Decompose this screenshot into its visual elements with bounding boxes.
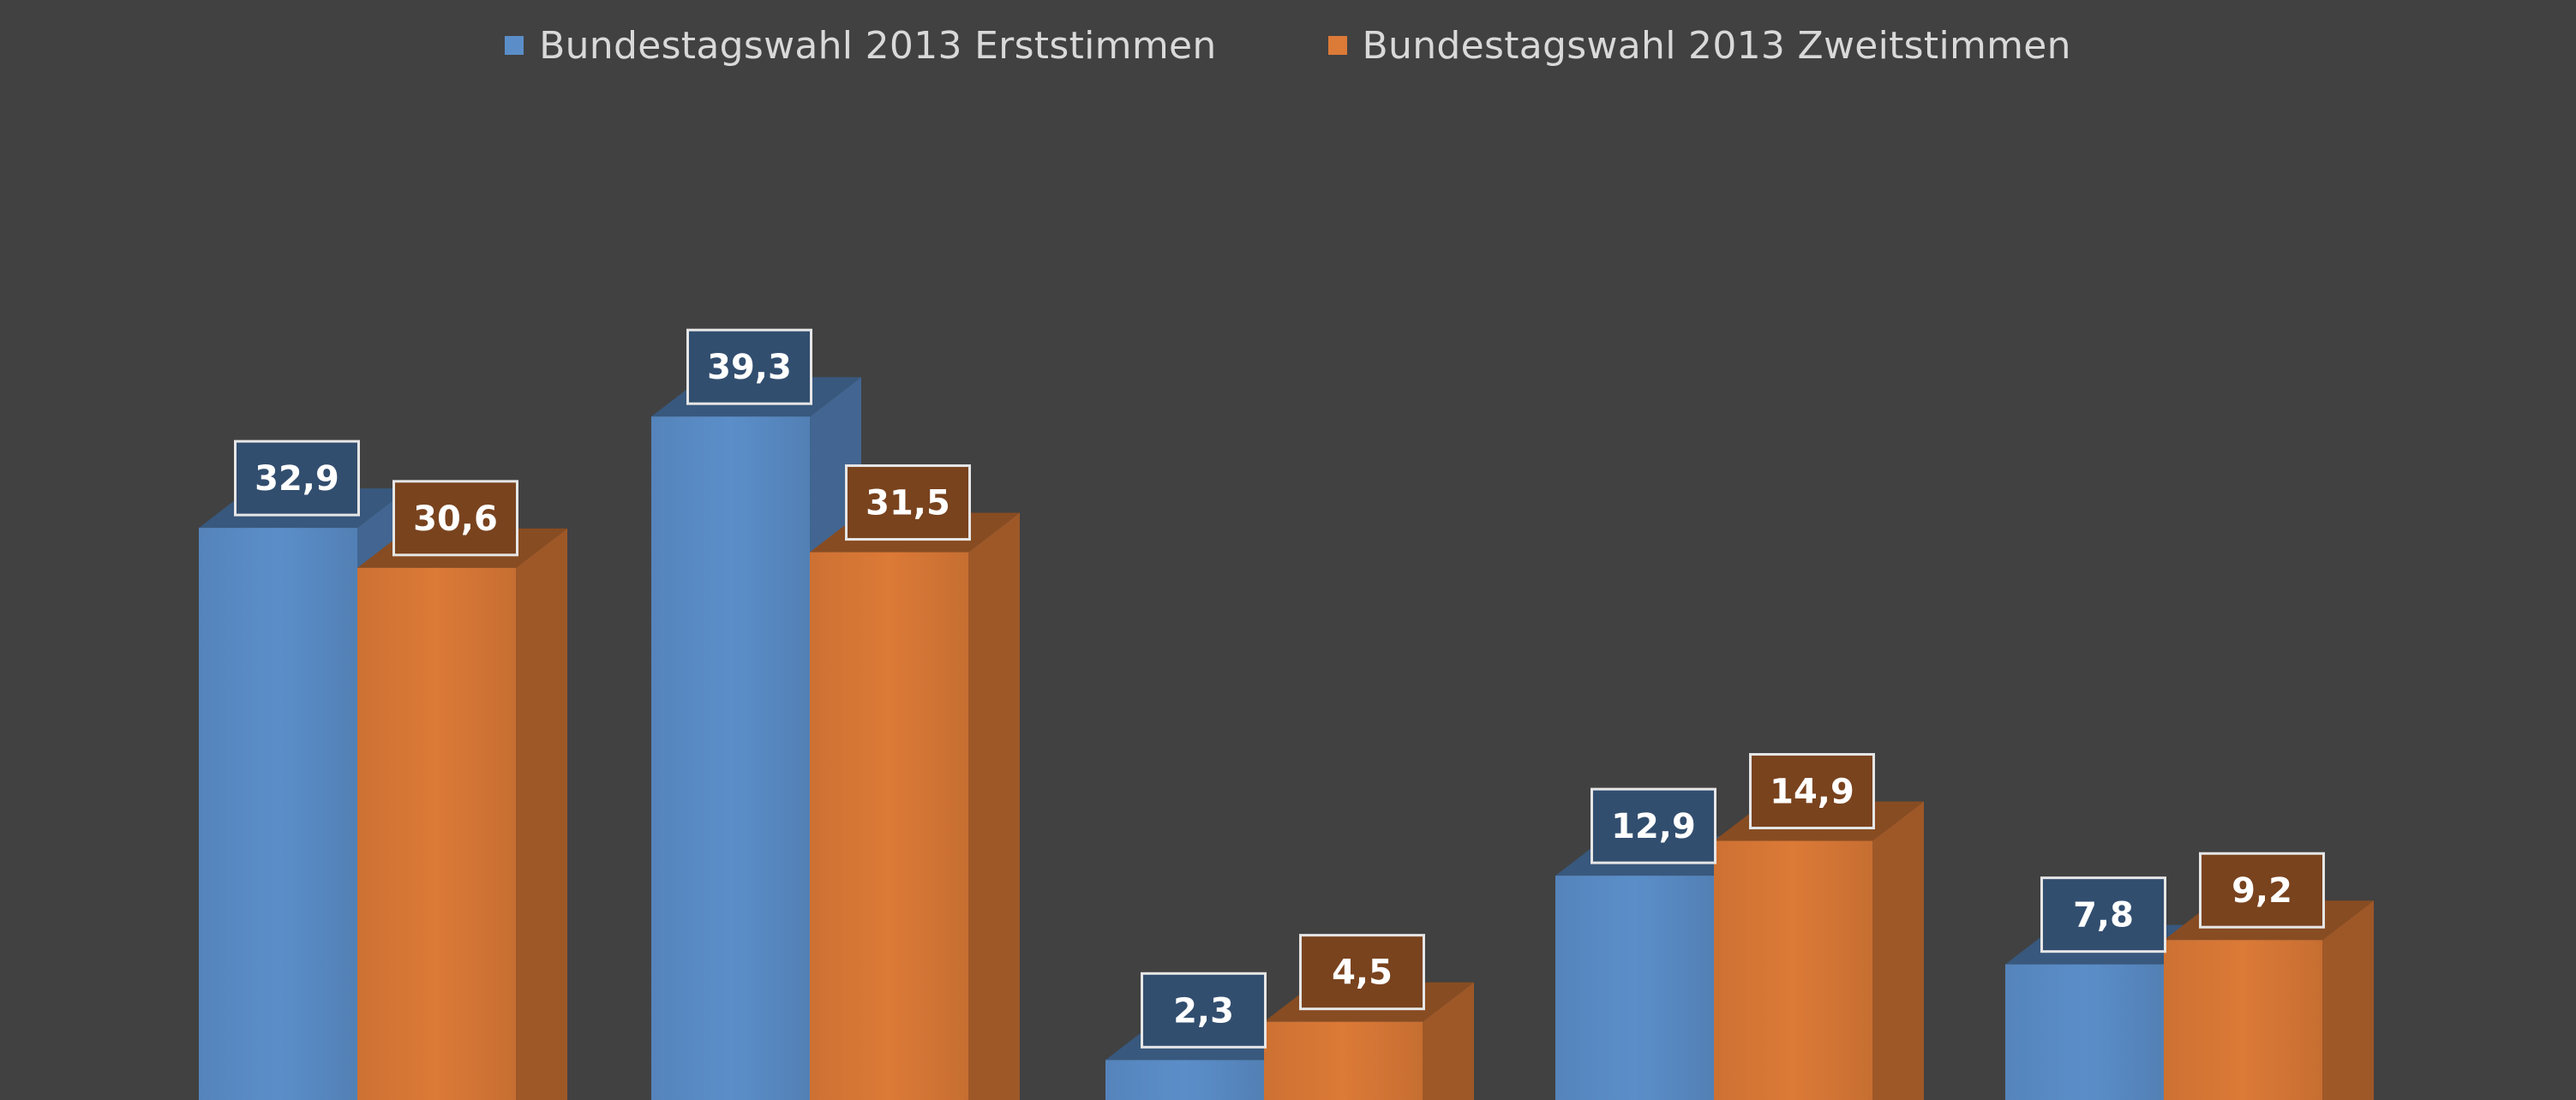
legend-label-zweitstimmen: Bundestagswahl 2013 Zweitstimmen (1362, 23, 2071, 68)
legend: Bundestagswahl 2013 Erststimmen Bundesta… (0, 15, 2576, 75)
bar-front-group-5-series-2 (2164, 940, 2322, 1100)
data-label-group-4-series-2: 14,9 (1749, 753, 1875, 830)
bar-front-group-4-series-2 (1714, 840, 1872, 1100)
data-label-text-group-2-series-2: 31,5 (866, 484, 950, 523)
data-label-box-group-1-series-2 (392, 480, 518, 557)
bar-front-group-4-series-1 (1555, 876, 1714, 1100)
bar-front-group-3-series-1 (1105, 1060, 1264, 1100)
bar-group-2-series-2 (810, 512, 1020, 1100)
bar-group-4-series-2 (1714, 801, 1924, 1100)
legend-swatch-zweitstimmen (1327, 36, 1347, 55)
data-label-text-group-1-series-2: 30,6 (413, 499, 498, 539)
data-label-group-4-series-1: 12,9 (1591, 787, 1716, 864)
bar-front-group-1-series-2 (357, 567, 516, 1100)
bar-side-group-5-series-2 (2322, 900, 2374, 1100)
bar-front-group-2-series-2 (810, 552, 968, 1100)
data-label-box-group-3-series-1 (1141, 971, 1267, 1049)
data-label-group-3-series-1: 2,3 (1141, 971, 1267, 1049)
data-label-group-5-series-1: 7,8 (2040, 876, 2166, 954)
legend-label-erststimmen: Bundestagswahl 2013 Erststimmen (539, 23, 1217, 68)
bar-side-group-4-series-2 (1872, 801, 1924, 1100)
data-label-text-group-5-series-1: 7,8 (2073, 896, 2134, 936)
data-label-box-group-4-series-1 (1591, 787, 1716, 864)
data-label-box-group-1-series-1 (234, 439, 360, 517)
bar-side-group-3-series-2 (1423, 982, 1474, 1100)
data-label-text-group-5-series-2: 9,2 (2232, 871, 2292, 911)
legend-item-zweitstimmen: Bundestagswahl 2013 Zweitstimmen (1327, 23, 2071, 68)
bar-group-5-series-2 (2164, 900, 2374, 1100)
data-label-text-group-1-series-1: 32,9 (255, 459, 339, 499)
data-label-group-2-series-2: 31,5 (845, 464, 971, 541)
data-label-group-1-series-1: 32,9 (234, 439, 360, 517)
data-label-box-group-2-series-2 (845, 464, 971, 541)
bar-front-group-1-series-1 (199, 528, 357, 1100)
data-label-group-1-series-2: 30,6 (392, 480, 518, 557)
data-label-group-5-series-2: 9,2 (2199, 852, 2325, 929)
legend-item-erststimmen: Bundestagswahl 2013 Erststimmen (505, 24, 1216, 68)
data-label-text-group-4-series-1: 12,9 (1611, 807, 1696, 846)
data-label-text-group-4-series-2: 14,9 (1770, 773, 1854, 812)
data-label-group-3-series-2: 4,5 (1299, 934, 1425, 1011)
data-label-text-group-3-series-1: 2,3 (1173, 991, 1234, 1031)
bar-front-group-3-series-2 (1264, 1021, 1423, 1100)
data-label-group-2-series-1: 39,3 (686, 328, 812, 405)
data-label-text-group-3-series-2: 4,5 (1332, 954, 1393, 993)
data-label-box-group-2-series-1 (686, 328, 812, 405)
data-label-box-group-5-series-2 (2199, 852, 2325, 929)
bar-side-group-1-series-2 (516, 528, 567, 1100)
data-label-text-group-2-series-1: 39,3 (707, 348, 792, 387)
data-label-box-group-3-series-2 (1299, 934, 1425, 1011)
data-label-box-group-4-series-2 (1749, 753, 1875, 830)
bar-side-group-2-series-2 (968, 512, 1020, 1100)
bar-front-group-5-series-1 (2005, 964, 2164, 1100)
data-label-box-group-5-series-1 (2040, 876, 2166, 954)
bar-front-group-2-series-1 (651, 416, 810, 1100)
bar-group-1-series-2 (357, 528, 567, 1100)
legend-swatch-erststimmen (505, 36, 524, 55)
